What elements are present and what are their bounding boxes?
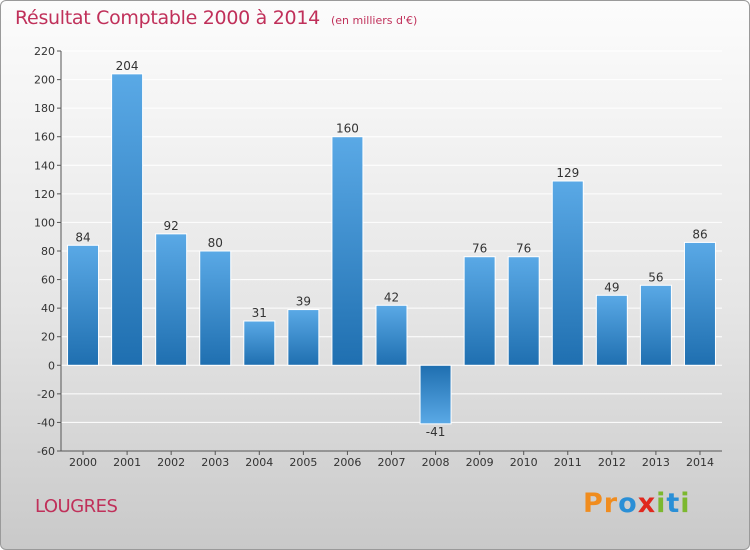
- y-tick-label: 160: [34, 131, 55, 144]
- proxiti-logo: Proxiti: [583, 488, 691, 519]
- bar-2009: [463, 256, 496, 366]
- logo-letter: i: [656, 488, 667, 519]
- bar-2008: [419, 364, 452, 425]
- x-tick-label: 2005: [289, 456, 317, 469]
- y-tick-label: 60: [41, 274, 55, 287]
- data-label: 86: [692, 227, 707, 241]
- x-tick-label: 2004: [245, 456, 273, 469]
- x-tick-label: 2010: [510, 456, 538, 469]
- y-tick-label: -20: [37, 388, 55, 401]
- y-tick-label: 100: [34, 216, 55, 229]
- y-tick-label: 120: [34, 188, 55, 201]
- bar-2002: [155, 233, 188, 366]
- data-label: 76: [516, 242, 531, 256]
- data-label: 92: [164, 219, 179, 233]
- unit-label: (en milliers d'€): [330, 14, 418, 27]
- commune-name: LOUGRES: [35, 496, 118, 517]
- x-tick-label: 2008: [422, 456, 450, 469]
- data-label: 129: [556, 166, 579, 180]
- bar-2007: [375, 304, 408, 366]
- data-label: 49: [604, 280, 619, 294]
- y-tick-label: 140: [34, 159, 55, 172]
- x-tick-label: 2013: [642, 456, 670, 469]
- y-tick-label: 180: [34, 102, 55, 115]
- bar-2013: [639, 284, 672, 366]
- bar-2010: [507, 256, 540, 366]
- chart-title: Résultat Comptable 2000 à 2014 (en milli…: [15, 7, 417, 29]
- data-label: 39: [296, 295, 311, 309]
- bar-2001: [111, 73, 144, 366]
- data-label: 56: [648, 270, 663, 284]
- x-tick-label: 2012: [598, 456, 626, 469]
- bar-2004: [243, 320, 276, 366]
- grid-lines: [61, 50, 722, 452]
- y-tick-label: 220: [34, 45, 55, 58]
- data-label: 31: [252, 306, 267, 320]
- x-tick-label: 2009: [466, 456, 494, 469]
- x-tick-label: 2011: [554, 456, 582, 469]
- y-tick-label: 200: [34, 74, 55, 87]
- data-label: 42: [384, 290, 399, 304]
- logo-letter: o: [618, 488, 638, 519]
- y-tick-label: 40: [41, 302, 55, 315]
- y-tick-label: 80: [41, 245, 55, 258]
- y-tick-label: 0: [48, 359, 55, 372]
- x-tick-label: 2002: [157, 456, 185, 469]
- y-tick-label: -60: [37, 445, 55, 458]
- x-tick-label: 2007: [378, 456, 406, 469]
- logo-letter: r: [603, 488, 619, 519]
- bar-2000: [67, 244, 100, 366]
- x-tick-label: 2003: [201, 456, 229, 469]
- x-tick-label: 2001: [113, 456, 141, 469]
- data-label: 160: [336, 122, 359, 136]
- y-tick-label: 20: [41, 331, 55, 344]
- bar-2012: [595, 294, 628, 366]
- y-tick-label: -40: [37, 416, 55, 429]
- x-axis: 2000 2001 2002 2003 2004 2005 2006 2007 2008 2009…: [61, 450, 722, 469]
- bars: 84 204 92 80 31 39 160 42 -41 76 76 129 49 56 86: [67, 59, 716, 439]
- x-tick-label: 2006: [333, 456, 361, 469]
- data-label: 204: [116, 59, 139, 73]
- logo-letter: P: [583, 488, 604, 519]
- bar-2014: [683, 241, 716, 366]
- logo-letter: t: [666, 488, 681, 519]
- bar-2006: [331, 136, 364, 366]
- logo-letter: i: [680, 488, 691, 519]
- logo-letter: x: [637, 488, 657, 519]
- y-axis: -60 -40 -20 0 20 40 60 80 100 120 140 160 180 200 220: [34, 45, 62, 458]
- data-label: -41: [426, 425, 446, 439]
- title-text: Résultat Comptable 2000 à 2014: [15, 7, 320, 29]
- bar-2011: [551, 180, 584, 366]
- data-label: 76: [472, 242, 487, 256]
- data-label: 80: [208, 236, 223, 250]
- x-tick-label: 2014: [686, 456, 714, 469]
- x-tick-label: 2000: [69, 456, 97, 469]
- bar-2003: [199, 250, 232, 366]
- data-label: 84: [75, 230, 90, 244]
- bar-2005: [287, 309, 320, 366]
